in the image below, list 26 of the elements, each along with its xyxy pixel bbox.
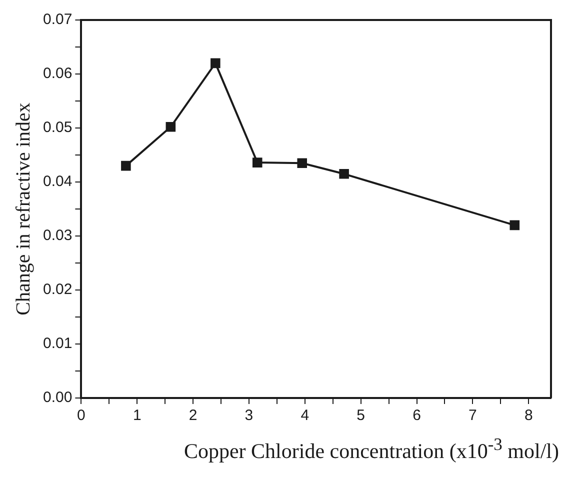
- y-tick-label: 0.01: [42, 335, 72, 352]
- x-tick-label: 0: [77, 407, 86, 424]
- y-tick-label: 0.04: [42, 173, 72, 190]
- y-tick-label: 0.03: [42, 227, 72, 244]
- x-tick-label: 1: [132, 407, 142, 424]
- point: [510, 220, 520, 230]
- point: [252, 158, 262, 168]
- x-tick-label: 2: [188, 407, 198, 424]
- y-tick-label: 0.02: [42, 281, 72, 298]
- x-axis-title: Copper Chloride concentration (x10$^{-3}$ mol/l): [182, 434, 560, 464]
- x-tick-label: 3: [244, 407, 254, 424]
- point: [210, 58, 220, 68]
- point: [166, 122, 176, 132]
- x-tick-label: 7: [468, 407, 477, 424]
- x-tick-label: 6: [412, 407, 421, 424]
- point: [297, 158, 308, 168]
- x-tick-label: 5: [356, 407, 366, 424]
- x-tick-label: 4: [300, 407, 310, 424]
- x-tick-label: 8: [524, 407, 533, 424]
- y-tick-label: 0.05: [42, 119, 72, 136]
- point: [121, 160, 131, 171]
- y-axis-title: Change in refractive index: [12, 102, 34, 316]
- point: [339, 169, 349, 179]
- y-tick-label: 0.07: [42, 11, 72, 28]
- y-tick-label: 0.00: [42, 389, 72, 406]
- y-tick-label: 0.06: [42, 65, 72, 82]
